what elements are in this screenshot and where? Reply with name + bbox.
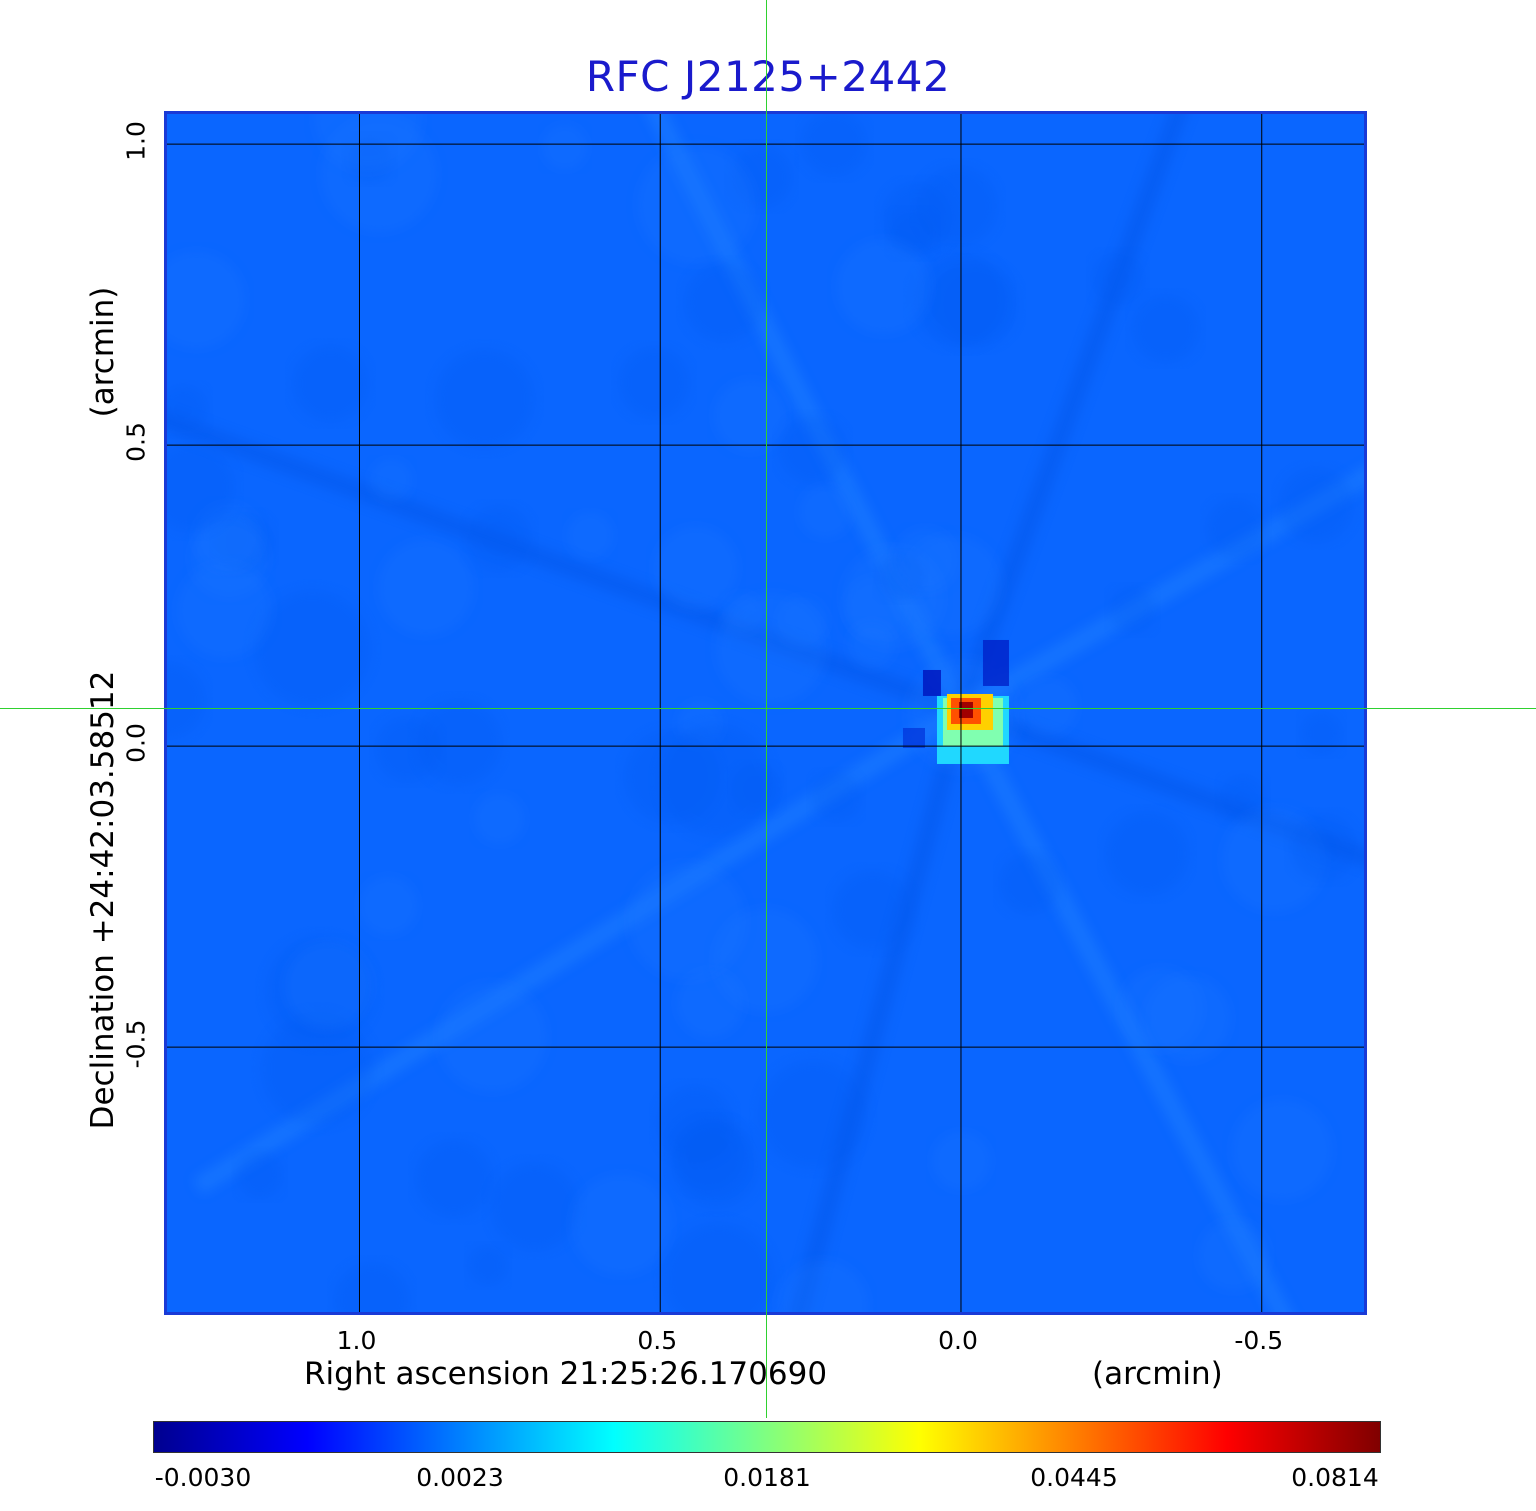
noise-patch [261, 1013, 374, 1125]
x-tick-label: 0.0 [938, 1326, 978, 1355]
noise-patch [714, 379, 787, 452]
noise-patch [236, 1151, 284, 1199]
noise-patch [663, 1222, 774, 1312]
noise-patch [542, 124, 588, 170]
noise-patch [1299, 711, 1343, 755]
crosshair-horizontal [0, 708, 1536, 709]
colorbar-tick-label: -0.0030 [154, 1463, 252, 1492]
colorbar-tick-label: 0.0023 [416, 1463, 504, 1492]
noise-patch [415, 1139, 493, 1218]
x-axis-unit: (arcmin) [1092, 1356, 1223, 1392]
y-tick-label: 1.0 [121, 121, 151, 161]
noise-patch [467, 1245, 509, 1286]
source-peak-pixel [958, 701, 973, 718]
noise-patch [334, 1262, 410, 1312]
noise-patch [358, 876, 418, 936]
noise-patch [378, 540, 474, 636]
noise-patch [1144, 975, 1231, 1062]
noise-patch [167, 442, 235, 532]
noise-patch [1205, 498, 1266, 559]
negative-lobe [922, 669, 941, 696]
sidelobe-streak [953, 705, 1292, 1312]
colorbar-tick-label: 0.0814 [1291, 1463, 1379, 1492]
noise-patch [637, 145, 756, 264]
noise-patch [566, 512, 614, 559]
noise-patch [466, 505, 533, 572]
noise-patch [1198, 1220, 1270, 1291]
noise-patch [1018, 677, 1078, 736]
x-tick-label: -0.5 [1234, 1326, 1284, 1355]
noise-patch [1290, 814, 1358, 881]
y-tick-label: 0.5 [121, 422, 151, 462]
noise-patch [684, 263, 763, 342]
noise-patch [369, 458, 413, 502]
negative-lobe [902, 727, 925, 748]
sidelobe-texture [167, 114, 1364, 1312]
heatmap-image [167, 114, 1364, 1312]
y-axis-label: Declination +24:42:03.58512 [85, 670, 121, 1130]
noise-patch [779, 416, 847, 484]
noise-patch [715, 593, 827, 704]
noise-patch [1232, 1100, 1332, 1200]
noise-patch [1278, 467, 1354, 543]
noise-patch [1091, 251, 1145, 306]
source-peak [902, 639, 1009, 764]
noise-patch [836, 239, 931, 334]
negative-lobe [982, 639, 1009, 686]
noise-patch [416, 699, 502, 786]
y-tick-label: 0.0 [121, 723, 151, 763]
noise-patch [1109, 586, 1157, 634]
noise-patch [434, 349, 535, 449]
noise-patch [254, 590, 371, 708]
chart-title: RFC J2125+2442 [585, 52, 951, 101]
noise-patch [167, 662, 206, 739]
noise-patch [628, 862, 746, 980]
colorbar-tick-label: 0.0445 [1030, 1463, 1118, 1492]
noise-patch [1105, 811, 1189, 896]
noise-patch [811, 771, 862, 822]
noise-patch [998, 852, 1061, 915]
sidelobe-streak [957, 701, 1364, 867]
noise-patch [490, 1162, 579, 1251]
noise-patch [670, 1116, 746, 1192]
noise-patch [759, 1060, 867, 1168]
noise-patch [437, 982, 547, 1092]
noise-patch [618, 347, 690, 419]
x-tick-label: 1.0 [336, 1326, 377, 1355]
noise-patch [167, 384, 209, 435]
x-tick-label: 0.5 [637, 1326, 678, 1355]
colorbar-tick-label: 0.0181 [723, 1463, 811, 1492]
noise-patch [912, 252, 1007, 347]
grid-lines [167, 114, 1364, 1312]
y-axis-unit: (arcmin) [85, 286, 121, 418]
noise-patch [1131, 295, 1200, 363]
noise-patch [659, 724, 772, 837]
noise-patch [832, 870, 913, 950]
noise-patch [571, 1174, 672, 1275]
noise-patch [284, 942, 372, 1030]
colorbar [153, 1421, 1381, 1453]
noise-patch [167, 251, 245, 349]
noise-patch [848, 621, 896, 669]
noise-patch [654, 526, 738, 610]
y-tick-label: -0.5 [121, 1019, 151, 1069]
noise-patch [777, 1260, 869, 1312]
noise-patch [798, 485, 852, 538]
noise-patch [292, 345, 369, 422]
crosshair-vertical [766, 0, 767, 1418]
noise-patch [801, 114, 868, 176]
noise-patch [1219, 774, 1267, 822]
noise-patch [474, 793, 525, 845]
noise-patch [314, 114, 422, 172]
x-axis-label: Right ascension 21:25:26.170690 [304, 1356, 828, 1392]
sidelobe-streak [956, 466, 1364, 718]
noise-patch [893, 528, 958, 593]
plot-area [164, 111, 1367, 1315]
